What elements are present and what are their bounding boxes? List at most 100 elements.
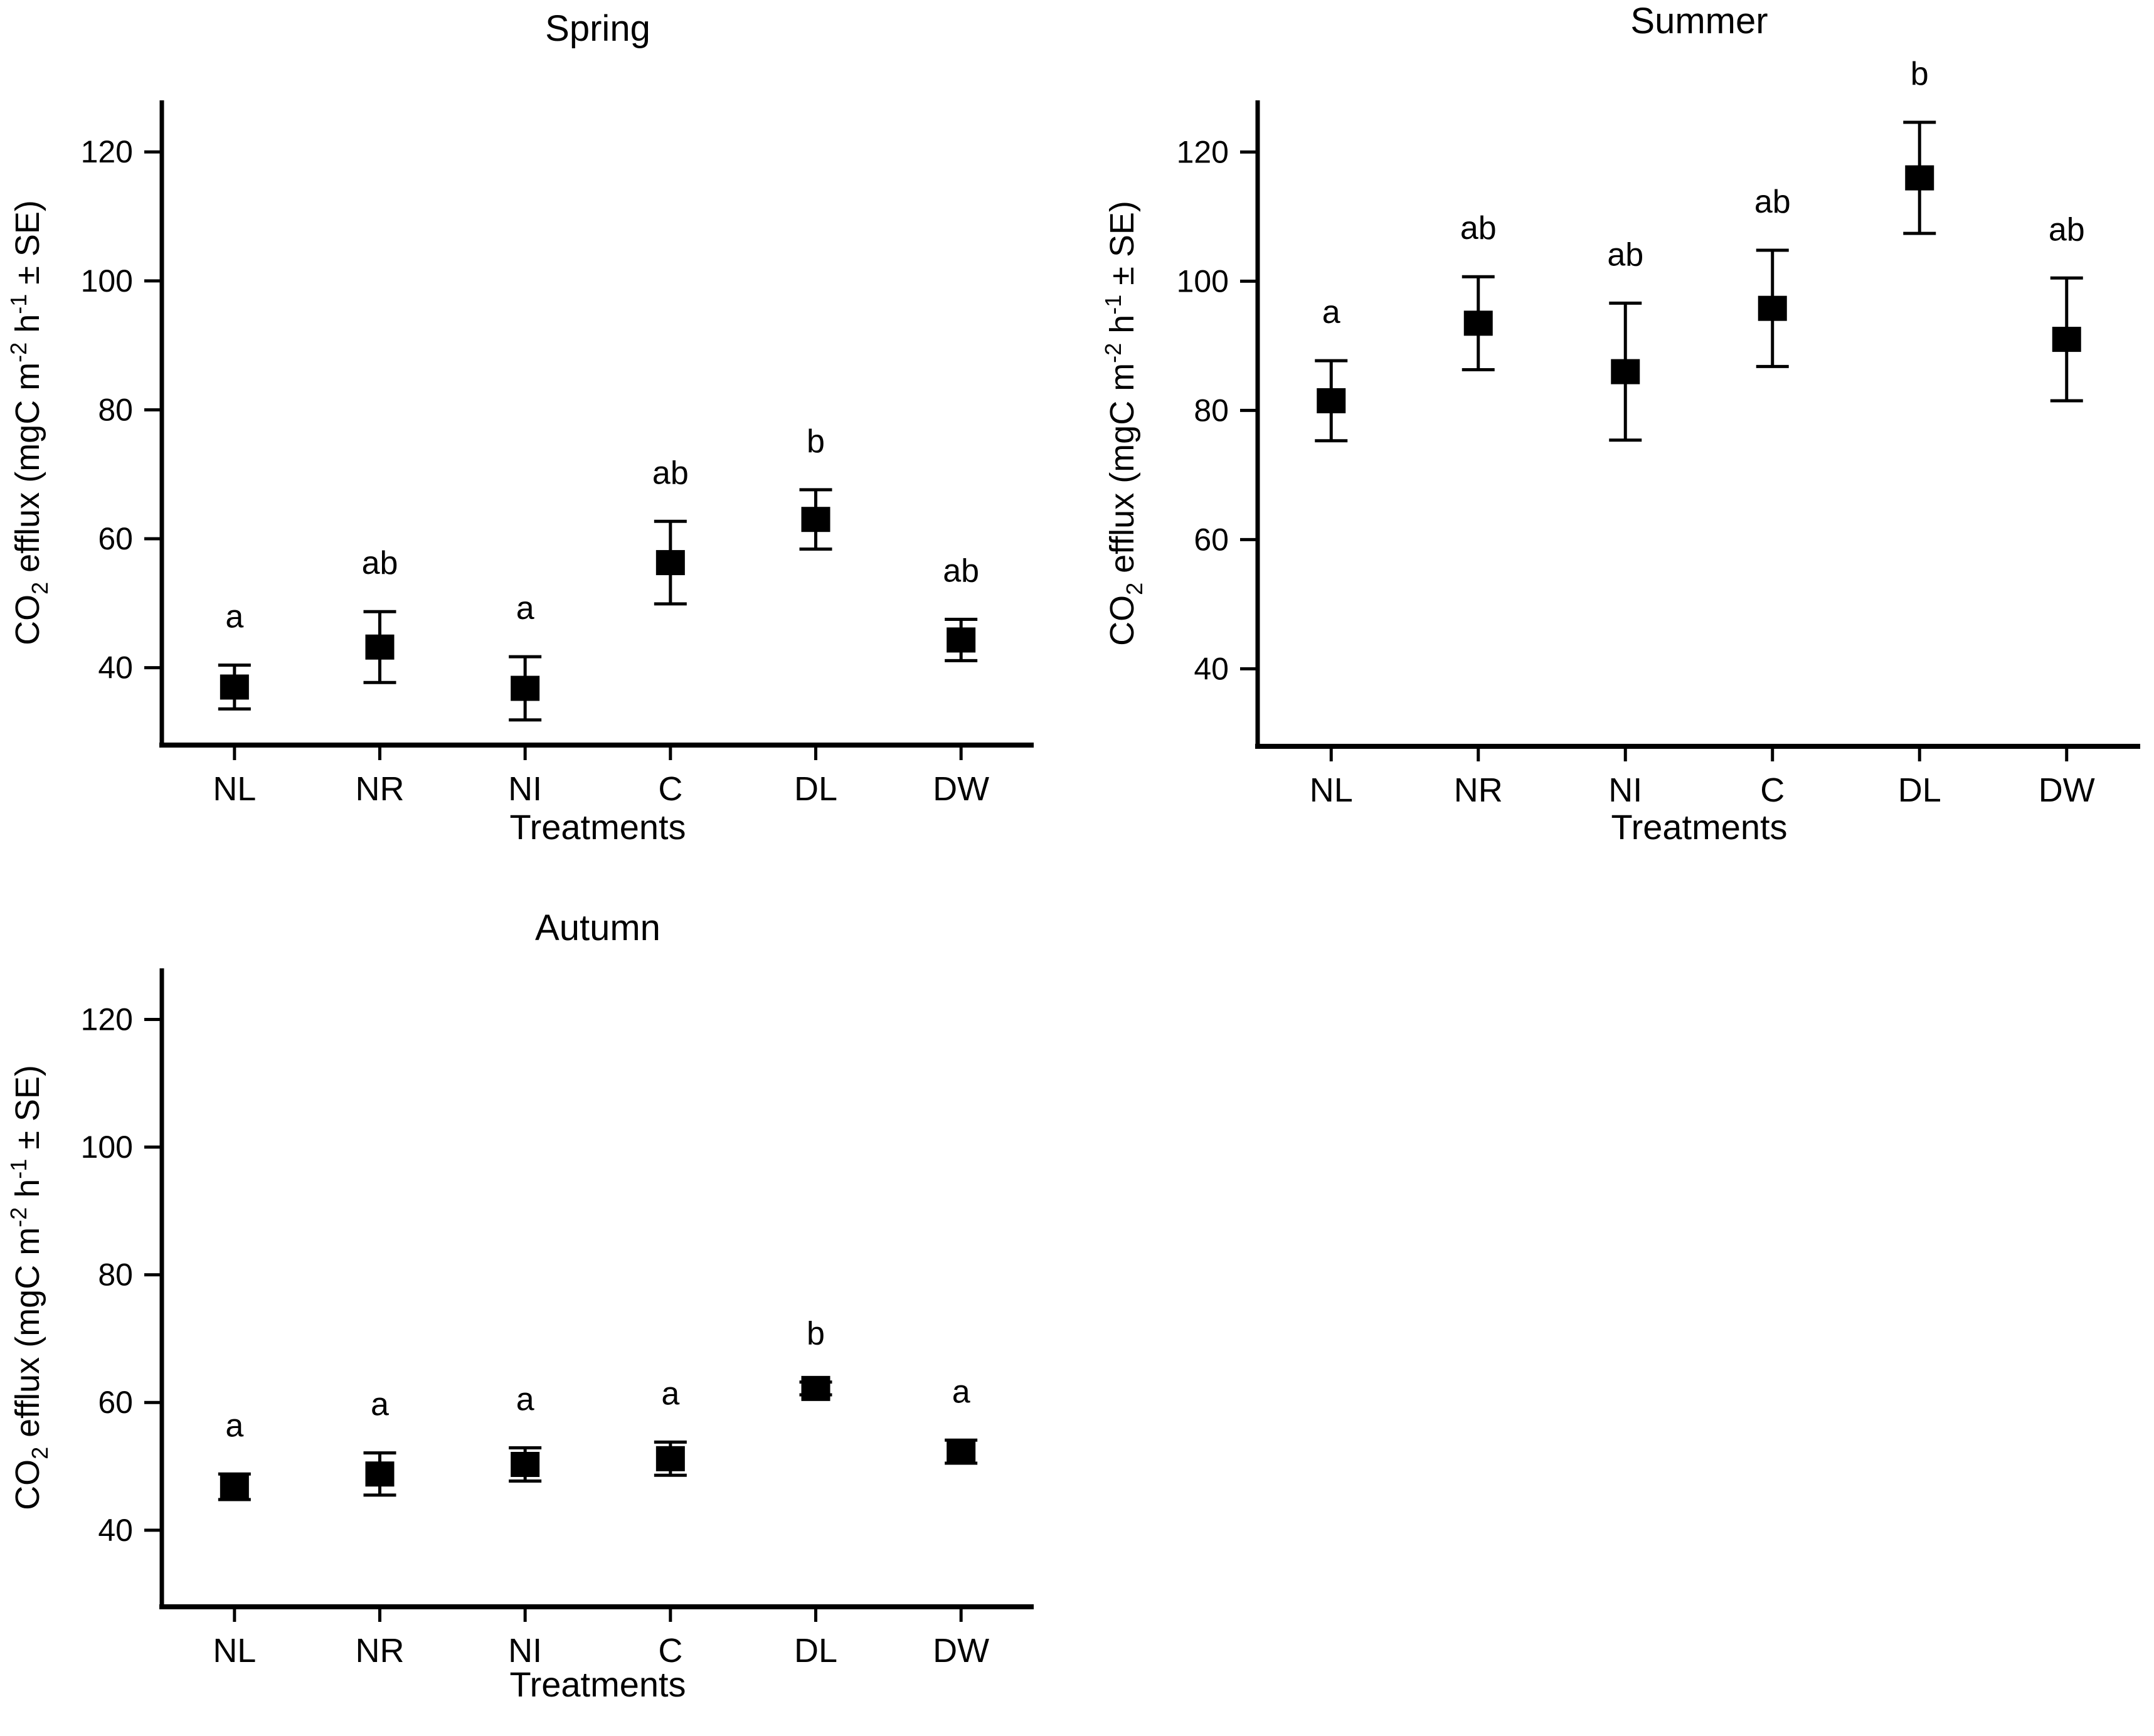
y-tick-label: 40 bbox=[98, 1513, 133, 1548]
data-marker bbox=[655, 1446, 685, 1471]
data-marker bbox=[1317, 388, 1346, 413]
y-axis-label-sup: -1 bbox=[6, 294, 31, 314]
data-marker bbox=[511, 1451, 540, 1477]
x-tick-label: NI bbox=[508, 770, 542, 808]
x-tick-label: NR bbox=[356, 1632, 405, 1670]
sig-letter: ab bbox=[1754, 184, 1791, 220]
y-tick-label: 120 bbox=[81, 1002, 133, 1037]
x-tick-label: C bbox=[658, 770, 682, 808]
data-marker bbox=[801, 1375, 830, 1401]
sig-letter: b bbox=[807, 423, 825, 460]
sig-letter: a bbox=[952, 1373, 970, 1410]
x-tick-label: NL bbox=[213, 1632, 256, 1670]
y-tick-label: 60 bbox=[1194, 522, 1229, 557]
x-tick-label: DL bbox=[794, 770, 837, 808]
x-tick-label: NI bbox=[1608, 771, 1642, 809]
x-tick-label: DW bbox=[2039, 771, 2095, 809]
y-tick-label: 100 bbox=[1177, 263, 1229, 299]
sig-letter: ab bbox=[1460, 210, 1497, 246]
y-tick-label: 60 bbox=[98, 521, 133, 556]
y-axis-label-text: h bbox=[1103, 315, 1141, 343]
y-axis-label: CO2 efflux (mgC m-2 h-1 ± SE) bbox=[6, 200, 53, 645]
sig-letter: a bbox=[516, 590, 534, 627]
x-tick-label: NI bbox=[508, 1632, 542, 1670]
data-marker bbox=[2052, 327, 2081, 352]
y-axis-label-sub: 2 bbox=[1122, 583, 1147, 595]
data-marker bbox=[220, 1474, 249, 1500]
y-tick-label: 100 bbox=[81, 1130, 133, 1165]
y-axis-label-sup: -2 bbox=[6, 342, 31, 363]
data-marker bbox=[1758, 295, 1787, 321]
sig-letter: ab bbox=[362, 545, 398, 581]
y-axis-label-text: CO bbox=[9, 595, 46, 645]
y-axis-label-text: ± SE) bbox=[9, 1065, 46, 1159]
y-tick-label: 100 bbox=[81, 263, 133, 299]
sig-letter: a bbox=[661, 1375, 679, 1412]
x-tick-label: DL bbox=[1898, 771, 1941, 809]
spring-chart: 40 60 80 100 120 NL NR NI C DL DW a ab a ab b ab CO2 effl… bbox=[6, 100, 1034, 808]
spring-xaxis-label: Treatments bbox=[509, 807, 686, 847]
x-tick-label: NR bbox=[356, 770, 405, 808]
sig-letter: a bbox=[516, 1382, 534, 1418]
y-axis-label-text: h bbox=[9, 1179, 46, 1207]
y-axis-label-text: efflux (mgC m bbox=[1103, 363, 1141, 583]
spring-title: Spring bbox=[545, 8, 650, 49]
y-axis-label-text: h bbox=[9, 314, 46, 342]
data-marker bbox=[1905, 165, 1934, 191]
data-marker bbox=[511, 675, 540, 701]
data-marker bbox=[365, 634, 395, 660]
y-axis-label-text: CO bbox=[9, 1459, 46, 1510]
x-tick-label: C bbox=[1760, 771, 1785, 809]
sig-letter: a bbox=[371, 1387, 389, 1423]
data-marker bbox=[655, 550, 685, 576]
sig-letter: ab bbox=[1607, 236, 1643, 273]
y-axis-label-sup: -1 bbox=[6, 1159, 31, 1179]
x-tick-label: NL bbox=[213, 770, 256, 808]
y-tick-label: 40 bbox=[98, 650, 133, 685]
sig-letter: ab bbox=[2049, 211, 2085, 248]
data-marker bbox=[947, 1439, 976, 1464]
y-tick-label: 80 bbox=[98, 1257, 133, 1293]
x-tick-label: DW bbox=[933, 1632, 989, 1670]
autumn-title: Autumn bbox=[535, 908, 661, 948]
y-axis-label-sub: 2 bbox=[27, 582, 53, 595]
x-tick-label: NR bbox=[1454, 771, 1503, 809]
y-axis-label: CO2 efflux (mgC m-2 h-1 ± SE) bbox=[6, 1065, 53, 1510]
y-axis-label-sup: -1 bbox=[1100, 295, 1126, 315]
data-marker bbox=[1463, 310, 1493, 336]
sig-letter: a bbox=[225, 1407, 243, 1444]
y-axis-label-text: ± SE) bbox=[9, 200, 46, 294]
data-marker bbox=[801, 507, 830, 532]
sig-letter: ab bbox=[943, 553, 979, 590]
sig-letter: a bbox=[225, 599, 243, 635]
y-tick-label: 120 bbox=[81, 134, 133, 169]
autumn-xaxis-label: Treatments bbox=[509, 1665, 686, 1704]
y-axis-label: CO2 efflux (mgC m-2 h-1 ± SE) bbox=[1100, 201, 1147, 646]
summer-xaxis-label: Treatments bbox=[1611, 807, 1788, 847]
x-tick-label: NL bbox=[1310, 771, 1353, 809]
sig-letter: b bbox=[1911, 56, 1929, 92]
sig-letter: b bbox=[807, 1316, 825, 1352]
x-tick-label: DW bbox=[933, 770, 989, 808]
y-tick-label: 80 bbox=[1194, 393, 1229, 428]
data-marker bbox=[365, 1461, 395, 1487]
y-tick-label: 60 bbox=[98, 1385, 133, 1420]
autumn-chart: 40 60 80 100 120 NL NR NI C DL DW a a a a b a CO2 efflux … bbox=[6, 968, 1034, 1670]
y-axis-label-sup: -2 bbox=[6, 1207, 31, 1227]
y-tick-label: 120 bbox=[1177, 134, 1229, 169]
summer-title: Summer bbox=[1630, 1, 1768, 41]
data-marker bbox=[1611, 359, 1640, 384]
x-tick-label: DL bbox=[794, 1632, 837, 1670]
summer-chart: 40 60 80 100 120 NL NR NI C DL DW a ab ab ab b ab CO2 eff… bbox=[1100, 56, 2140, 809]
y-axis-label-text: CO bbox=[1103, 595, 1141, 646]
data-marker bbox=[947, 627, 976, 653]
sig-letter: ab bbox=[652, 455, 689, 491]
y-tick-label: 80 bbox=[98, 392, 133, 427]
x-tick-label: C bbox=[658, 1632, 682, 1670]
sig-letter: a bbox=[1322, 294, 1340, 331]
y-axis-label-text: ± SE) bbox=[1103, 201, 1141, 295]
y-axis-label-sup: -2 bbox=[1100, 343, 1126, 363]
y-axis-label-sub: 2 bbox=[27, 1447, 53, 1459]
y-axis-label-text: efflux (mgC m bbox=[9, 363, 46, 582]
